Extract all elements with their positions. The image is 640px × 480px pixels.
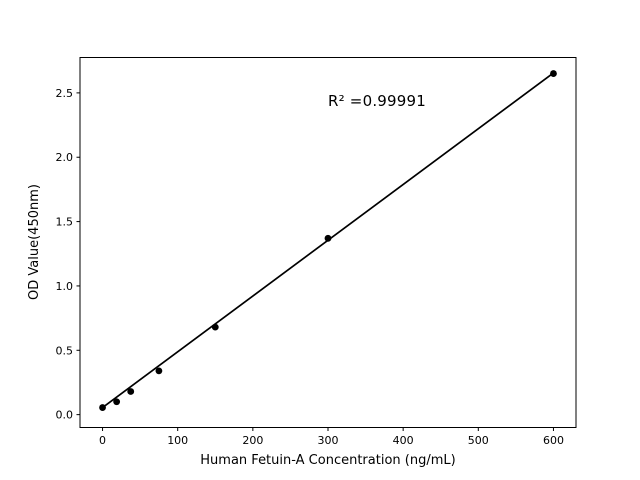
y-tick-label: 0.5 xyxy=(56,344,74,357)
x-tick-label: 0 xyxy=(99,434,106,447)
x-tick-label: 100 xyxy=(167,434,188,447)
data-point xyxy=(113,398,121,406)
y-tick-label: 2.5 xyxy=(56,87,74,100)
y-axis-label: OD Value(450nm) xyxy=(27,184,42,300)
x-tick-label: 600 xyxy=(543,434,564,447)
data-point xyxy=(99,404,106,411)
r-squared-annotation: R² =0.99991 xyxy=(328,92,427,110)
y-tick-label: 0.0 xyxy=(56,409,74,422)
data-point xyxy=(550,70,557,77)
data-point xyxy=(324,234,332,242)
x-tick-label: 500 xyxy=(468,434,489,447)
y-tick-label: 2.0 xyxy=(56,151,74,164)
x-tick-label: 400 xyxy=(393,434,414,447)
data-point xyxy=(155,367,163,375)
y-tick-label: 1.5 xyxy=(56,216,74,229)
y-tick-label: 1.0 xyxy=(56,280,74,293)
x-axis-label: Human Fetuin-A Concentration (ng/mL) xyxy=(200,453,456,468)
data-point xyxy=(127,388,135,395)
data-point xyxy=(211,323,219,331)
x-tick-label: 200 xyxy=(242,434,263,447)
x-tick-label: 300 xyxy=(318,434,339,447)
